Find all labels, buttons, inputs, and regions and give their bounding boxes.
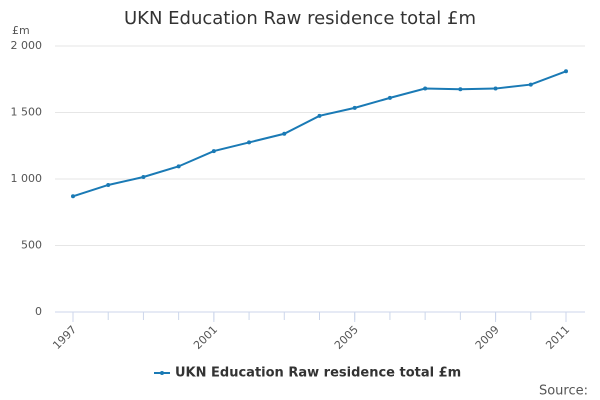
x-tick-label: 2009 [473, 323, 502, 352]
data-point [176, 164, 181, 169]
data-point [564, 69, 568, 74]
data-point [493, 86, 498, 91]
data-point [387, 95, 392, 100]
data-point [317, 113, 322, 118]
data-point [141, 175, 146, 180]
y-tick-label: 500 [21, 239, 42, 252]
data-point [247, 140, 252, 145]
y-unit: £m [12, 24, 30, 37]
data-point [458, 87, 463, 92]
data-point [71, 194, 75, 199]
x-tick-label: 1997 [50, 323, 79, 352]
data-point [282, 131, 287, 136]
data-point [211, 149, 216, 154]
data-point [528, 82, 533, 87]
chart-title: UKN Education Raw residence total £m [124, 8, 476, 29]
legend-marker [160, 371, 164, 375]
y-tick-label: 0 [35, 305, 42, 318]
legend-label: UKN Education Raw residence total £m [175, 366, 461, 381]
x-tick-label: 2011 [543, 323, 572, 352]
data-point [423, 86, 428, 91]
y-tick-label: 1 500 [11, 106, 43, 119]
data-line [72, 70, 567, 198]
data-point [352, 105, 357, 110]
y-tick-label: 2 000 [11, 39, 43, 52]
x-tick-label: 2005 [332, 323, 361, 352]
x-tick-label: 2001 [191, 323, 220, 352]
data-point [106, 182, 111, 187]
source: Source: [539, 384, 588, 399]
y-tick-label: 1 000 [11, 172, 43, 185]
